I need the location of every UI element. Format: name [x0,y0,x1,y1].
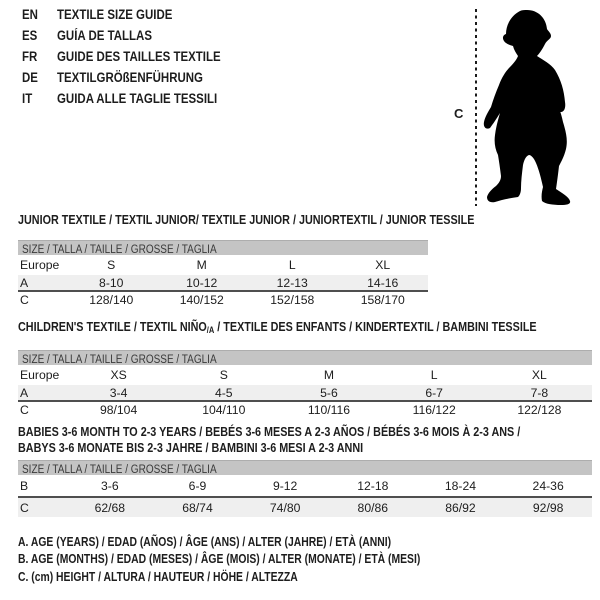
size-value: 152/158 [270,293,315,307]
size-value: 4-5 [171,385,277,402]
size-value: 140/152 [179,293,224,307]
size-header-bar: SIZE / TALLA / TAILLE / GRÖSSE / TAGLIA [18,240,428,255]
size-value: 14-16 [337,275,428,292]
language-name: GUÍA DE TALLAS [57,28,152,43]
size-value: 80/86 [328,497,417,517]
size-value: 6-9 [153,475,242,498]
language-name: TEXTILGRÖßENFÜHRUNG [57,70,203,85]
size-value: 86/92 [416,497,505,517]
size-value: XL [531,368,547,382]
size-value: 24-36 [504,475,592,498]
language-name: TEXTILE SIZE GUIDE [57,7,173,22]
table-row: C 62/68 68/74 74/80 80/86 86/92 92/98 [18,497,592,517]
row-label: Europe [20,258,60,272]
table-row: C 98/104 104/110 110/116 116/122 122/128 [18,401,592,417]
row-label: Europe [20,368,60,382]
size-value: 6-7 [381,385,487,402]
size-value: 12-18 [328,475,417,498]
size-value: 92/98 [504,497,592,517]
title-subscript: /A [206,325,215,335]
toddler-height-figure: C [450,5,595,210]
table-row: Europe XS S M L XL [18,365,592,385]
children-table-section: CHILDREN'S TEXTILE / TEXTIL NIÑO/A / TEX… [18,320,592,417]
size-value: 12-13 [247,275,338,292]
footnote-line: B. AGE (MONTHS) / EDAD (MESES) / ÂGE (MO… [18,551,503,568]
height-c-label: C [454,106,464,121]
language-title-list: EN TEXTILE SIZE GUIDE ES GUÍA DE TALLAS FR GU… [22,4,250,109]
size-value: 5-6 [276,385,382,402]
size-header-bar: SIZE / TALLA / TAILLE / GRÖSSE / TAGLIA [18,350,592,365]
footnote-text: B. AGE (MONTHS) / EDAD (MESES) / ÂGE (MO… [18,552,421,567]
toddler-silhouette [483,10,571,205]
language-row: DE TEXTILGRÖßENFÜHRUNG [22,67,250,88]
size-header-label: SIZE / TALLA / TAILLE / GRÖSSE / TAGLIA [22,244,217,255]
row-label: C [18,497,66,517]
children-table-title: CHILDREN'S TEXTILE / TEXTIL NIÑO/A / TEX… [18,319,537,336]
junior-table-title: JUNIOR TEXTILE / TEXTIL JUNIOR/ TEXTILE … [18,212,475,227]
size-value: S [219,368,228,382]
language-row: ES GUÍA DE TALLAS [22,25,250,46]
footnote-line: A. AGE (YEARS) / EDAD (AÑOS) / ÂGE (ANS)… [18,534,503,551]
table-row: Europe S M L XL [18,255,428,275]
footnote-text: A. AGE (YEARS) / EDAD (AÑOS) / ÂGE (ANS)… [18,535,392,549]
size-value: 122/128 [517,402,562,417]
size-value: 7-8 [486,385,592,402]
row-label: A [18,385,66,402]
size-value: XS [110,368,127,382]
size-value: 8-10 [66,275,157,292]
babies-size-table: B 3-6 6-9 9-12 12-18 18-24 24-36 C 62/68 68/74 74/… [18,475,592,517]
size-value: 9-12 [241,475,329,498]
table-row: A 8-10 10-12 12-13 14-16 [18,275,428,292]
size-value: 10-12 [156,275,247,292]
size-value: 110/116 [307,402,351,417]
language-row: IT GUIDA ALLE TAGLIE TESSILI [22,88,250,109]
junior-size-table: Europe S M L XL A 8-10 10-12 12-13 14-16 C 128/140 1… [18,255,428,308]
children-size-table: Europe XS S M L XL A 3-4 4-5 5-6 6-7 7-8 C 98/104 104/… [18,365,592,417]
size-value: 3-6 [66,475,154,498]
size-value: 98/104 [99,402,138,417]
table-row: A 3-4 4-5 5-6 6-7 7-8 [18,385,592,402]
row-label: C [20,402,29,417]
language-row: FR GUIDE DES TAILLES TEXTILE [22,46,250,67]
size-value: L [430,368,438,382]
size-value: 116/122 [412,402,456,417]
size-value: S [107,258,116,272]
language-name: GUIDE DES TAILLES TEXTILE [57,49,221,64]
size-value: 62/68 [66,497,154,517]
size-value: 68/74 [153,497,242,517]
size-value: 104/110 [202,402,246,417]
babies-table-title: BABIES 3-6 MONTH TO 2-3 YEARS / BEBÉS 3-… [18,424,521,455]
size-header-label: SIZE / TALLA / TAILLE / GRÖSSE / TAGLIA [22,354,217,365]
size-header-bar: SIZE / TALLA / TAILLE / GRÖSSE / TAGLIA [18,460,592,475]
size-value: 3-4 [66,385,172,402]
row-label: C [20,293,29,307]
size-value: M [196,258,207,272]
toddler-silhouette-graphic [475,9,571,206]
size-value: 74/80 [241,497,329,517]
size-value: 128/140 [89,293,134,307]
footnote-text: C. (cm) HEIGHT / ALTURA / HAUTEUR / HÖHE… [18,569,298,584]
row-label: B [18,475,66,498]
size-value: 18-24 [416,475,505,498]
table-row: B 3-6 6-9 9-12 12-18 18-24 24-36 [18,475,592,498]
babies-table-section: BABIES 3-6 MONTH TO 2-3 YEARS / BEBÉS 3-… [18,424,592,517]
size-value: 158/170 [360,293,405,307]
footnotes: A. AGE (YEARS) / EDAD (AÑOS) / ÂGE (ANS)… [18,534,503,586]
size-header-label: SIZE / TALLA / TAILLE / GRÖSSE / TAGLIA [22,464,217,475]
size-value: XL [375,258,391,272]
footnote-line: C. (cm) HEIGHT / ALTURA / HAUTEUR / HÖHE… [18,569,503,586]
language-code: ES [22,28,38,43]
language-code: IT [22,91,33,106]
size-value: L [288,258,296,272]
row-label: A [18,275,66,292]
table-row: C 128/140 140/152 152/158 158/170 [18,291,428,308]
language-code: FR [22,49,38,64]
language-row: EN TEXTILE SIZE GUIDE [22,4,250,25]
language-code: EN [22,7,38,22]
language-name: GUIDA ALLE TAGLIE TESSILI [57,91,218,106]
size-value: M [323,368,335,382]
junior-table-section: JUNIOR TEXTILE / TEXTIL JUNIOR/ TEXTILE … [18,212,475,308]
language-code: DE [22,70,38,85]
